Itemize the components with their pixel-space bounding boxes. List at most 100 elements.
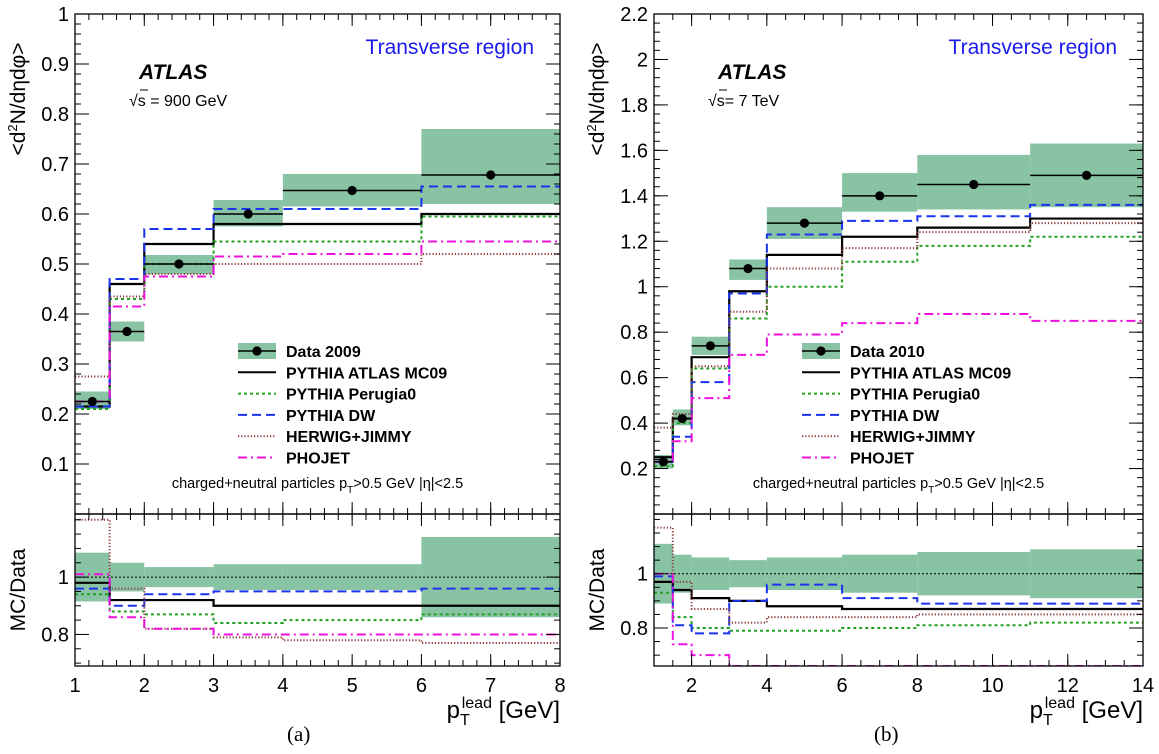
legend-label: PHOJET (850, 451, 914, 468)
ratio-line (654, 591, 1143, 632)
data-point (705, 341, 716, 351)
selection-label: charged+neutral particles pT>0.5 GeV |η|… (172, 476, 463, 496)
y-tick-label: 0.2 (41, 404, 69, 426)
data-point (1081, 170, 1092, 180)
legend-label: Data 2009 (286, 344, 361, 361)
legend-data-marker (816, 346, 826, 356)
panel-b: 0.2 0.4 0.6 0.8 1 1.2 1.4 1.6 1.8 2 2.2 0.8 12 4 6 8 10 1… (584, 4, 1154, 729)
experiment-label: ATLAS (717, 61, 786, 84)
ratio-line (654, 572, 1143, 666)
energy-label: √s = 900 GeV (129, 93, 228, 110)
legend-label: PYTHIA Perugia0 (286, 387, 416, 404)
energy-label: √s= 7 TeV (708, 93, 780, 110)
y-axis-title: <d2N/dηdφ> (584, 42, 609, 155)
ratio-line (654, 575, 1143, 635)
ratio-y-tick-label: 0.8 (620, 618, 648, 640)
mc-line (75, 240, 560, 403)
y-tick-label: 2 (637, 49, 648, 71)
legend-label: PHOJET (286, 451, 350, 468)
y-tick-label: 0.5 (41, 254, 69, 276)
ratio-y-tick-label: 0.8 (41, 624, 69, 646)
data-point (243, 209, 253, 219)
legend: Data 2009 PYTHIA ATLAS MC09 PYTHIA Perugia… (238, 343, 447, 468)
data-point (969, 179, 979, 190)
x-axis-title: pTlead [GeV] (1030, 695, 1143, 729)
x-tick-label: 7 (485, 675, 496, 697)
x-tick-label: 6 (837, 675, 848, 697)
region-label: Transverse region (366, 36, 534, 59)
x-tick-label: 4 (277, 675, 288, 697)
y-tick-label: 0.2 (620, 459, 648, 481)
x-axis-title: pTlead [GeV] (447, 695, 560, 729)
y-tick-label: 1.2 (620, 231, 648, 253)
x-tick-label: 12 (1057, 675, 1079, 697)
x-tick-label: 6 (416, 675, 427, 697)
y-tick-label: 0.4 (620, 413, 648, 435)
ratio-uncertainty-band (144, 567, 214, 588)
x-tick-label: 5 (347, 675, 358, 697)
data-point (347, 185, 357, 196)
ratio-plot-area (75, 518, 560, 645)
legend-label: PYTHIA ATLAS MC09 (850, 365, 1011, 382)
y-tick-label: 0.4 (41, 304, 69, 326)
y-tick-label: 0.8 (620, 322, 648, 344)
y-tick-label: 1.8 (620, 95, 648, 117)
panel-a: 0.1 0.2 0.3 0.4 0.5 0.6 0.7 0.8 0.9 1 0.8 1 1 2 3 4 5 6 7 8… (5, 4, 566, 729)
ratio-frame (74, 513, 561, 667)
caption-a: (a) (287, 722, 311, 746)
legend: Data 2010 PYTHIA ATLAS MC09 PYTHIA Perugia… (802, 343, 1011, 468)
y-tick-label: 0.6 (620, 368, 648, 390)
mc-line (654, 203, 1143, 463)
data-point (87, 396, 97, 407)
legend-label: HERWIG+JIMMY (286, 429, 412, 446)
x-tick-label: 8 (912, 675, 923, 697)
y-tick-label: 1 (58, 4, 69, 26)
legend-label: PYTHIA ATLAS MC09 (286, 365, 447, 382)
ratio-y-tick-label: 1 (58, 567, 69, 589)
y-tick-label: 1.6 (620, 140, 648, 162)
data-point (658, 457, 669, 467)
data-point (677, 413, 687, 424)
ratio-line (654, 526, 1143, 624)
y-tick-label: 0.9 (41, 54, 69, 76)
legend-label: HERWIG+JIMMY (850, 429, 976, 446)
y-tick-label: 0.8 (41, 104, 69, 126)
data-point (486, 170, 496, 180)
y-axis-title: <d2N/dηdφ> (5, 42, 30, 155)
ratio-plot-area (654, 526, 1143, 666)
main-plot-area (654, 143, 1143, 469)
x-tick-label: 3 (208, 675, 219, 697)
ratio-axis-title: MC/Data (7, 548, 30, 631)
region-label: Transverse region (949, 36, 1117, 59)
y-tick-label: 2.2 (620, 4, 648, 26)
x-tick-label: 2 (139, 675, 150, 697)
ratio-line (75, 573, 560, 636)
x-tick-label: 4 (761, 675, 772, 697)
legend-label: Data 2010 (850, 344, 925, 361)
experiment-label: ATLAS (138, 61, 207, 84)
data-point (122, 326, 132, 337)
data-point (875, 191, 885, 201)
caption-b: (b) (874, 722, 899, 746)
y-tick-label: 1.4 (620, 186, 648, 208)
x-tick-label: 10 (981, 675, 1003, 697)
ratio-axis-title: MC/Data (586, 548, 609, 631)
data-point (174, 259, 184, 269)
ratio-line (75, 518, 560, 645)
mc-line (654, 313, 1143, 463)
y-tick-label: 0.3 (41, 354, 69, 376)
legend-label: PYTHIA DW (286, 408, 376, 425)
legend-label: PYTHIA Perugia0 (850, 387, 980, 404)
main-plot-area (75, 129, 560, 410)
legend-data-marker (252, 346, 262, 356)
legend-label: PYTHIA DW (850, 408, 940, 425)
x-tick-label: 8 (554, 675, 565, 697)
y-tick-label: 1 (637, 277, 648, 299)
selection-label: charged+neutral particles pT>0.5 GeV |η|… (753, 476, 1044, 496)
x-tick-label: 14 (1132, 675, 1154, 697)
data-point (799, 218, 810, 228)
y-tick-label: 0.6 (41, 204, 69, 226)
x-tick-label: 2 (686, 675, 697, 697)
y-tick-label: 0.7 (41, 154, 69, 176)
